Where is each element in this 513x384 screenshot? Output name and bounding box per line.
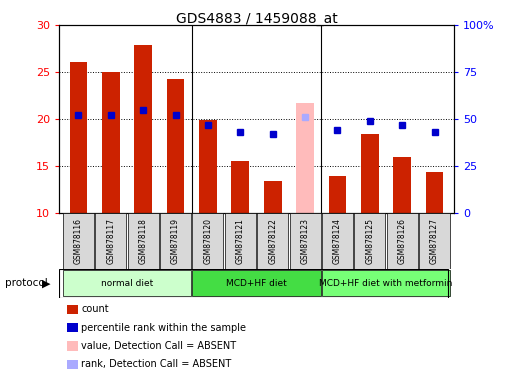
Bar bbox=[192, 270, 321, 296]
Text: GSM878125: GSM878125 bbox=[365, 218, 374, 264]
Text: GSM878121: GSM878121 bbox=[236, 218, 245, 264]
Bar bbox=[63, 213, 94, 269]
Text: GSM878120: GSM878120 bbox=[204, 218, 212, 264]
Bar bbox=[328, 176, 346, 213]
Text: GSM878123: GSM878123 bbox=[301, 218, 309, 264]
Bar bbox=[199, 120, 217, 213]
Text: protocol: protocol bbox=[5, 278, 48, 288]
Text: GSM878118: GSM878118 bbox=[139, 218, 148, 264]
Bar bbox=[128, 213, 159, 269]
Text: MCD+HF diet: MCD+HF diet bbox=[226, 279, 287, 288]
Bar bbox=[231, 161, 249, 213]
Text: count: count bbox=[81, 304, 109, 314]
Bar bbox=[257, 213, 288, 269]
Bar bbox=[167, 79, 185, 213]
Text: GSM878127: GSM878127 bbox=[430, 218, 439, 264]
Bar bbox=[322, 213, 353, 269]
Text: ▶: ▶ bbox=[42, 278, 50, 288]
Text: percentile rank within the sample: percentile rank within the sample bbox=[81, 323, 246, 333]
Bar bbox=[419, 213, 450, 269]
Bar bbox=[289, 213, 321, 269]
Bar bbox=[361, 134, 379, 213]
Text: normal diet: normal diet bbox=[101, 279, 153, 288]
Text: GSM878119: GSM878119 bbox=[171, 218, 180, 264]
Text: GSM878116: GSM878116 bbox=[74, 218, 83, 264]
Bar bbox=[387, 213, 418, 269]
Bar bbox=[322, 270, 450, 296]
Text: rank, Detection Call = ABSENT: rank, Detection Call = ABSENT bbox=[81, 359, 231, 369]
Bar bbox=[63, 270, 191, 296]
Bar bbox=[296, 103, 314, 213]
Bar bbox=[393, 157, 411, 213]
Bar bbox=[264, 181, 282, 213]
Text: value, Detection Call = ABSENT: value, Detection Call = ABSENT bbox=[81, 341, 236, 351]
Bar bbox=[426, 172, 443, 213]
Text: GSM878124: GSM878124 bbox=[333, 218, 342, 264]
Text: GDS4883 / 1459088_at: GDS4883 / 1459088_at bbox=[175, 12, 338, 26]
Text: GSM878122: GSM878122 bbox=[268, 218, 277, 264]
Text: GSM878117: GSM878117 bbox=[106, 218, 115, 264]
Bar bbox=[102, 72, 120, 213]
Bar bbox=[192, 213, 224, 269]
Text: GSM878126: GSM878126 bbox=[398, 218, 407, 264]
Bar bbox=[134, 45, 152, 213]
Text: MCD+HF diet with metformin: MCD+HF diet with metformin bbox=[319, 279, 452, 288]
Bar bbox=[70, 62, 87, 213]
Bar bbox=[225, 213, 256, 269]
Bar bbox=[95, 213, 126, 269]
Bar bbox=[160, 213, 191, 269]
Bar bbox=[354, 213, 385, 269]
